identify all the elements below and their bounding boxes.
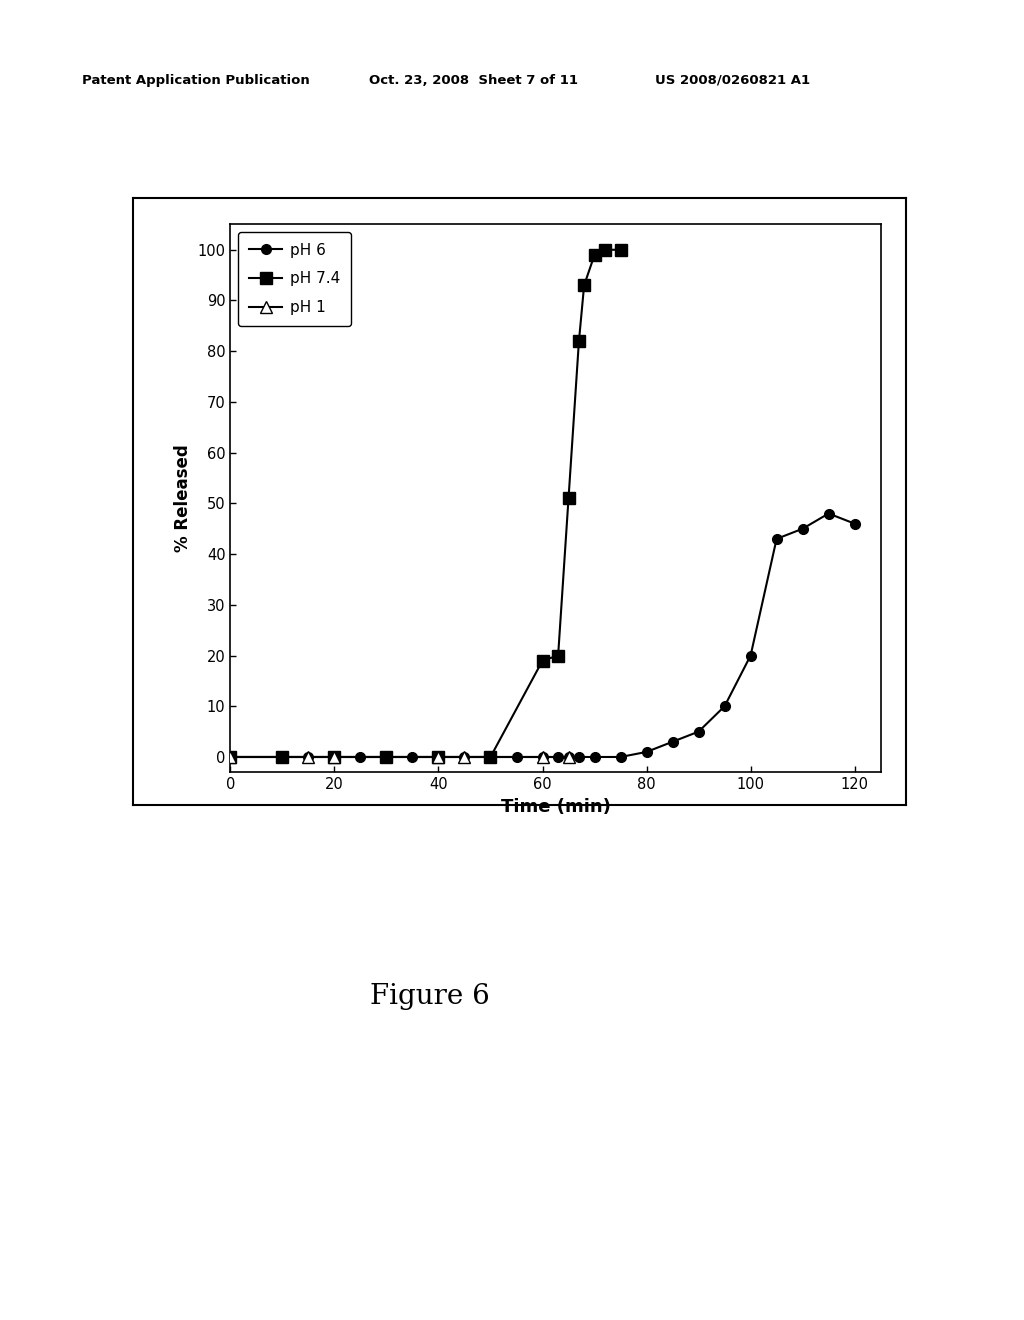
- pH 7.4: [599, 242, 611, 257]
- pH 7.4: [537, 652, 549, 668]
- Text: Oct. 23, 2008  Sheet 7 of 11: Oct. 23, 2008 Sheet 7 of 11: [369, 74, 578, 87]
- pH 6: [744, 648, 757, 664]
- Text: US 2008/0260821 A1: US 2008/0260821 A1: [655, 74, 810, 87]
- pH 6: [562, 748, 574, 764]
- pH 1: [329, 748, 341, 764]
- pH 1: [537, 748, 549, 764]
- pH 7.4: [572, 333, 585, 348]
- pH 7.4: [224, 748, 237, 764]
- pH 6: [224, 748, 237, 764]
- pH 6: [459, 748, 471, 764]
- pH 6: [667, 734, 679, 750]
- pH 6: [797, 521, 809, 537]
- pH 6: [589, 748, 601, 764]
- pH 1: [432, 748, 444, 764]
- Y-axis label: % Released: % Released: [174, 445, 191, 552]
- pH 1: [302, 748, 314, 764]
- pH 7.4: [589, 247, 601, 263]
- pH 6: [692, 723, 705, 739]
- pH 7.4: [329, 748, 341, 764]
- pH 7.4: [484, 748, 497, 764]
- pH 1: [562, 748, 574, 764]
- Text: Patent Application Publication: Patent Application Publication: [82, 74, 309, 87]
- pH 7.4: [432, 748, 444, 764]
- pH 1: [224, 748, 237, 764]
- Line: pH 7.4: pH 7.4: [225, 244, 626, 763]
- pH 6: [510, 748, 522, 764]
- pH 7.4: [562, 491, 574, 507]
- Line: pH 6: pH 6: [225, 508, 859, 762]
- Text: Figure 6: Figure 6: [371, 983, 489, 1010]
- pH 6: [537, 748, 549, 764]
- pH 7.4: [380, 748, 392, 764]
- pH 1: [459, 748, 471, 764]
- pH 7.4: [552, 648, 564, 664]
- pH 6: [849, 516, 861, 532]
- pH 6: [552, 748, 564, 764]
- Legend: pH 6, pH 7.4, pH 1: pH 6, pH 7.4, pH 1: [238, 232, 351, 326]
- pH 7.4: [614, 242, 627, 257]
- pH 6: [329, 748, 341, 764]
- pH 6: [380, 748, 392, 764]
- pH 6: [407, 748, 419, 764]
- pH 6: [354, 748, 367, 764]
- pH 6: [572, 748, 585, 764]
- pH 6: [719, 698, 731, 714]
- X-axis label: Time (min): Time (min): [501, 797, 610, 816]
- pH 6: [432, 748, 444, 764]
- Line: pH 1: pH 1: [225, 751, 574, 763]
- pH 7.4: [578, 277, 590, 293]
- pH 7.4: [276, 748, 289, 764]
- pH 6: [640, 744, 652, 760]
- pH 6: [302, 748, 314, 764]
- pH 6: [484, 748, 497, 764]
- pH 6: [822, 506, 835, 521]
- pH 6: [770, 531, 782, 546]
- pH 6: [614, 748, 627, 764]
